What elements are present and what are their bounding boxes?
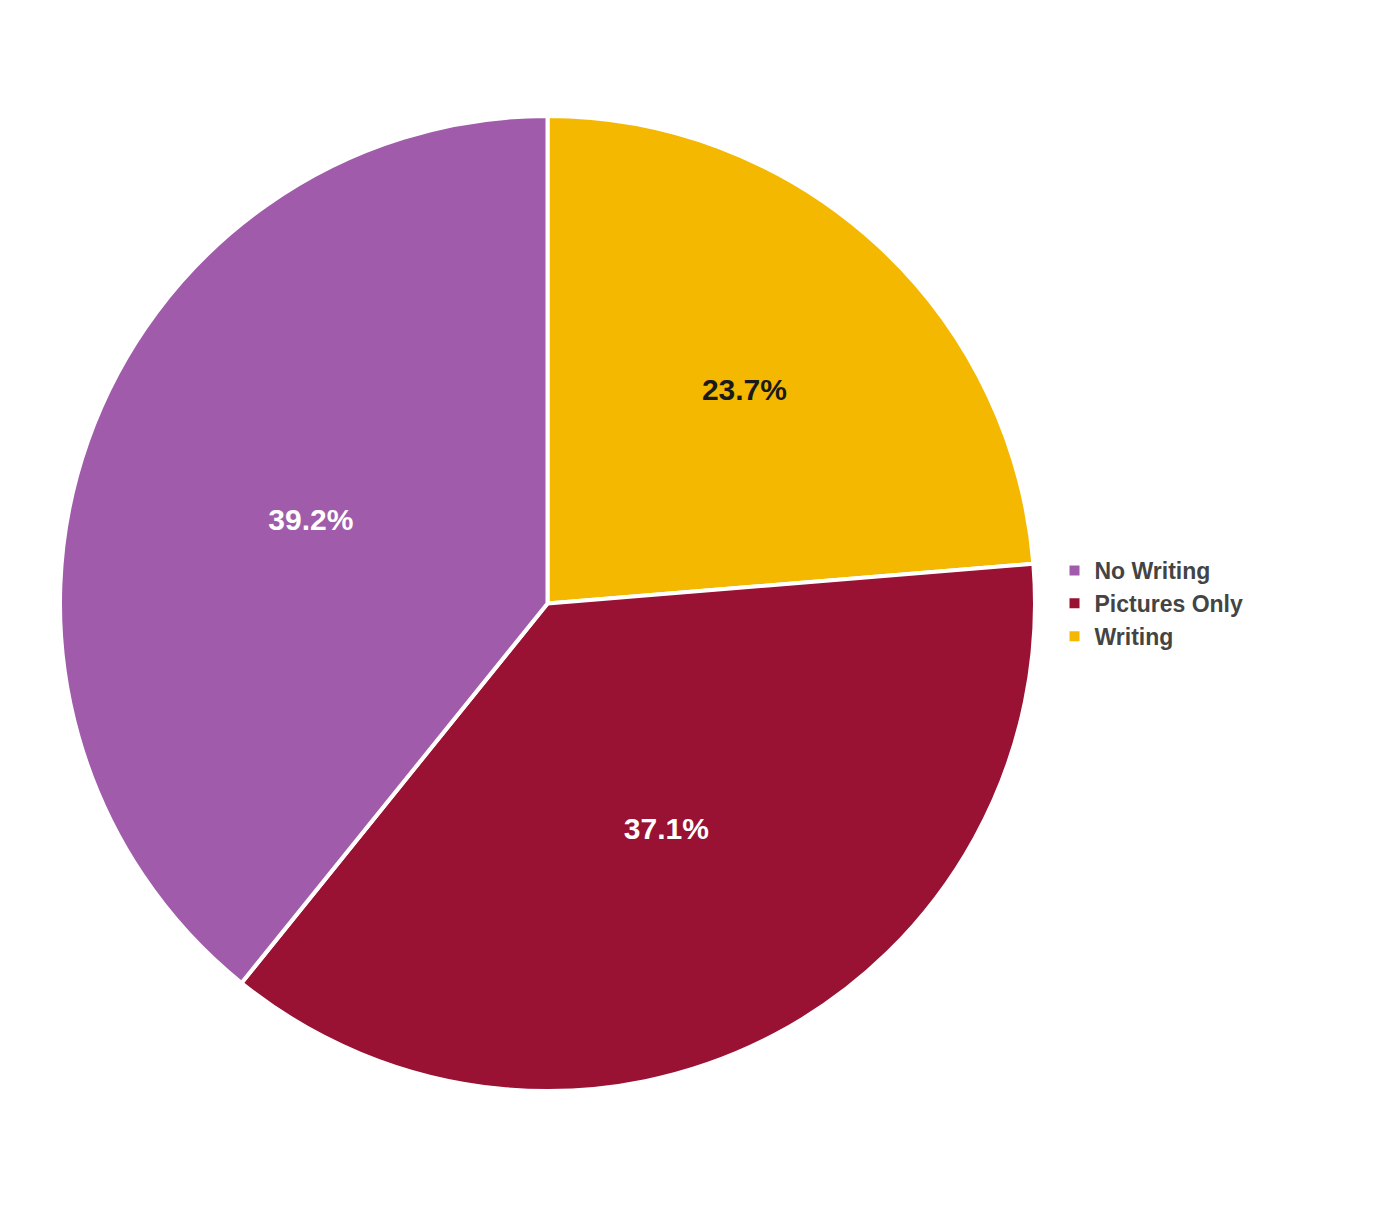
- svg-text:23.7%: 23.7%: [702, 373, 787, 406]
- svg-text:Writing: Writing: [1095, 624, 1174, 650]
- svg-text:39.2%: 39.2%: [268, 503, 353, 536]
- svg-text:No Writing: No Writing: [1095, 558, 1211, 584]
- svg-text:37.1%: 37.1%: [624, 812, 709, 845]
- svg-text:Pictures Only: Pictures Only: [1095, 591, 1243, 617]
